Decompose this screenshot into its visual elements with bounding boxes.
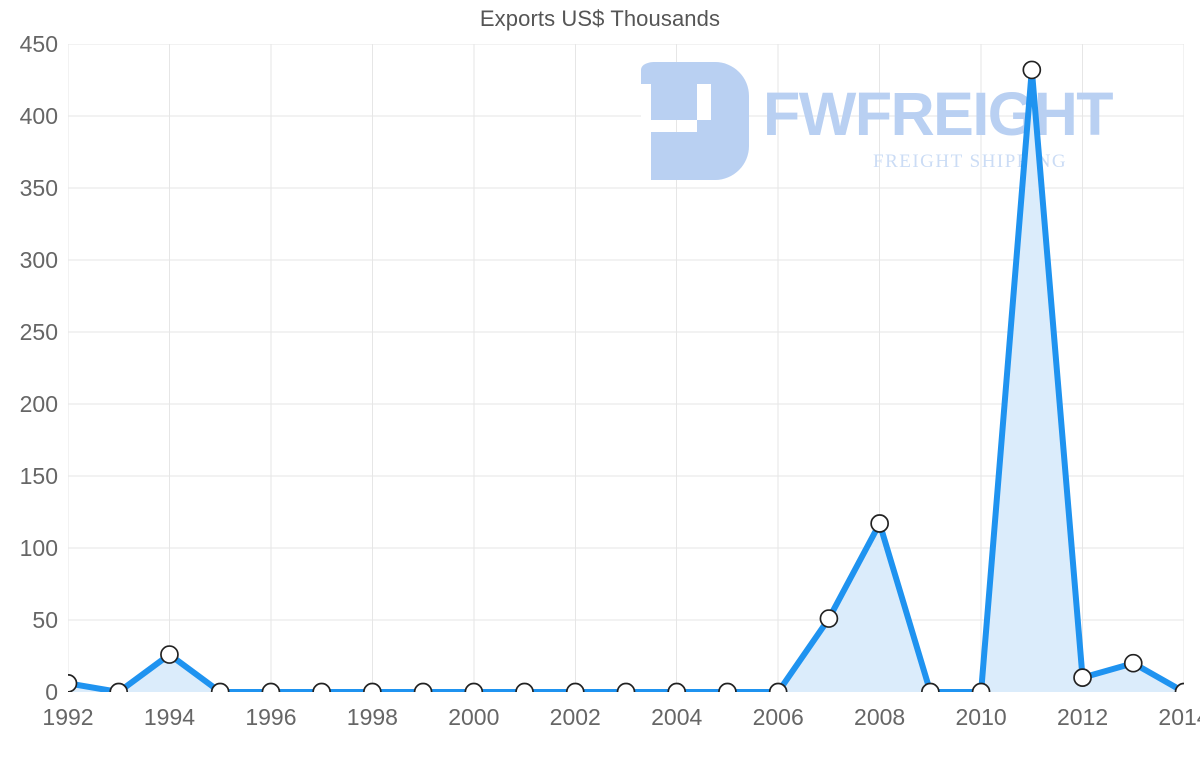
x-tick-label: 2014 xyxy=(1158,704,1200,730)
y-axis-tick-labels: 0 50 100 150 200 250 300 350 400 450 xyxy=(0,0,58,763)
chart-gridlines xyxy=(68,44,1184,692)
x-tick-label: 2002 xyxy=(549,704,601,730)
y-tick-label: 350 xyxy=(19,175,58,201)
x-tick-label: 2010 xyxy=(955,704,1007,730)
y-tick-label: 450 xyxy=(19,31,58,57)
x-tick-label: 1994 xyxy=(143,704,196,730)
horizontal-gridlines xyxy=(68,44,1184,692)
series-area-fill xyxy=(68,69,1184,692)
y-tick-label: 150 xyxy=(19,463,58,489)
plot-area: FWFREIGHT FREIGHT SHIPPING xyxy=(68,44,1184,692)
x-tick-label: 1996 xyxy=(245,704,297,730)
y-tick-label: 400 xyxy=(19,103,58,129)
x-tick-label: 2000 xyxy=(448,704,500,730)
x-tick-label: 1998 xyxy=(346,704,398,730)
x-tick-label: 2012 xyxy=(1056,704,1109,730)
chart-series-layer xyxy=(68,60,1184,692)
x-tick-label: 2004 xyxy=(651,704,703,730)
y-tick-label: 100 xyxy=(19,535,58,561)
chart-title: Exports US$ Thousands xyxy=(479,6,721,31)
series-markers xyxy=(68,60,1184,692)
x-tick-label: 2008 xyxy=(854,704,906,730)
y-tick-label: 300 xyxy=(19,247,58,273)
x-tick-label: 1992 xyxy=(42,704,94,730)
x-tick-label: 2006 xyxy=(752,704,804,730)
y-tick-label: 0 xyxy=(45,679,58,705)
series-line xyxy=(68,66,1184,692)
y-tick-label: 250 xyxy=(19,319,58,345)
y-tick-label: 50 xyxy=(32,607,58,633)
y-tick-label: 200 xyxy=(19,391,58,417)
